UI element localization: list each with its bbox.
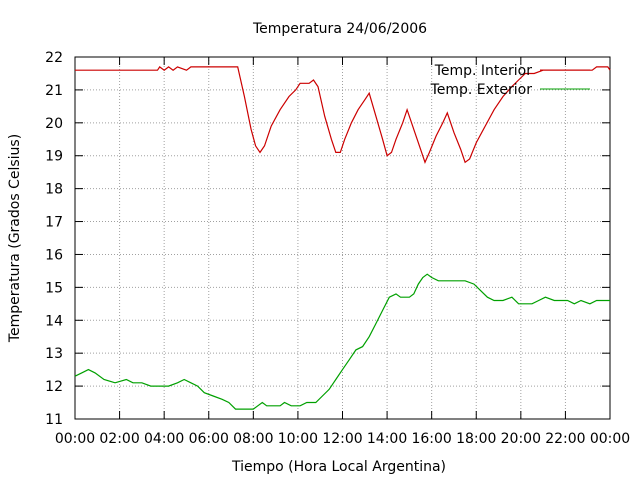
y-tick-label: 21: [45, 83, 63, 99]
series-line-exterior: [74, 273, 610, 410]
y-tick-label: 20: [45, 116, 63, 132]
x-tick-label: 18:00: [456, 431, 496, 447]
legend-label-exterior: Temp. Exterior: [430, 82, 533, 98]
legend-label-interior: Temp. Interior: [434, 63, 533, 79]
y-tick-label: 13: [45, 346, 63, 362]
y-tick-label: 18: [45, 182, 63, 198]
series-lines: [74, 66, 611, 410]
x-tick-label: 02:00: [99, 431, 139, 447]
x-tick-label: 12:00: [322, 431, 362, 447]
x-tick-label: 20:00: [501, 431, 541, 447]
grid-lines: [75, 57, 610, 419]
legend: Temp. Interior Temp. Exterior: [430, 63, 590, 98]
y-tick-label: 12: [45, 379, 63, 395]
x-axis-label: Tiempo (Hora Local Argentina): [231, 459, 446, 475]
x-tick-label: 16:00: [411, 431, 451, 447]
x-tick-label: 06:00: [189, 431, 229, 447]
x-tick-label: 10:00: [278, 431, 318, 447]
chart-title: Temperatura 24/06/2006: [252, 21, 427, 37]
x-tick-label: 14:00: [367, 431, 407, 447]
y-tick-label: 16: [45, 247, 63, 263]
y-tick-label: 14: [45, 313, 63, 329]
x-tick-label: 04:00: [144, 431, 184, 447]
y-tick-label: 19: [45, 149, 63, 165]
x-tick-label: 22:00: [545, 431, 585, 447]
x-tick-label: 00:00: [590, 431, 630, 447]
x-tick-label: 00:00: [55, 431, 95, 447]
series-line-interior: [75, 66, 611, 164]
y-tick-label: 22: [45, 50, 63, 66]
x-tick-label: 08:00: [233, 431, 273, 447]
y-tick-label: 11: [45, 412, 63, 428]
y-tick-label: 15: [45, 280, 63, 296]
y-axis-label: Temperatura (Grados Celsius): [7, 134, 23, 343]
y-tick-label: 17: [45, 215, 63, 231]
